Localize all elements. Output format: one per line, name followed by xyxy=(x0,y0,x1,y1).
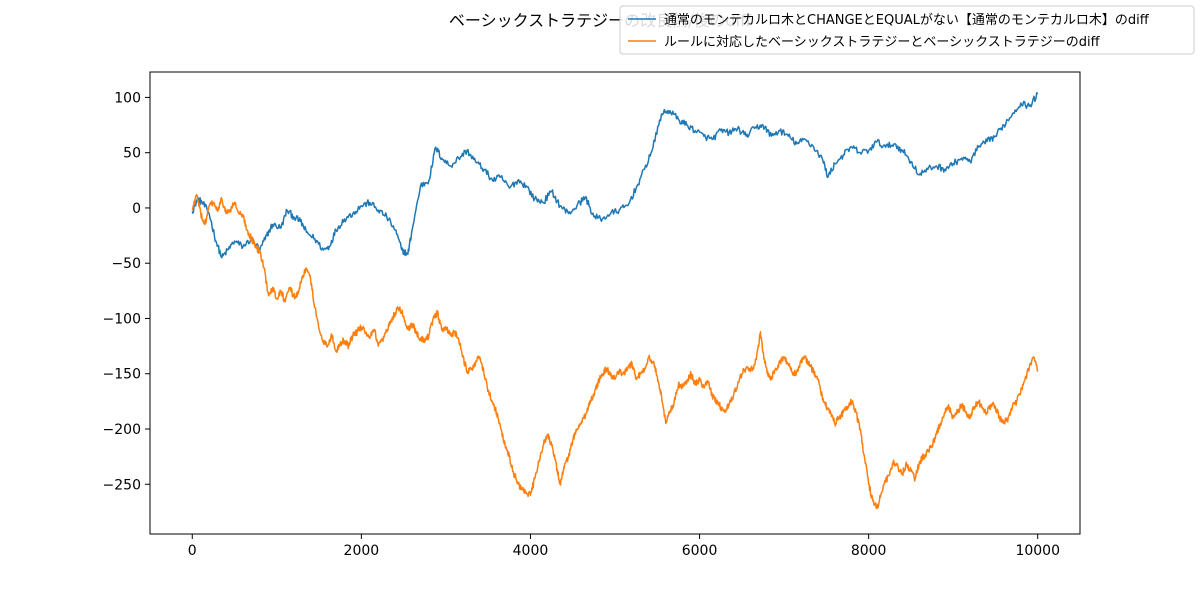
plot-background xyxy=(150,72,1080,534)
x-tick-label: 4000 xyxy=(513,543,549,559)
x-tick-label: 8000 xyxy=(851,543,887,559)
y-tick-label: −100 xyxy=(103,311,141,327)
y-tick-label: −50 xyxy=(111,256,141,272)
x-tick-label: 6000 xyxy=(682,543,718,559)
legend-box xyxy=(619,5,1195,55)
y-tick-label: −150 xyxy=(103,367,141,383)
y-tick-label: 100 xyxy=(114,90,141,106)
series-line-2 xyxy=(191,193,1039,510)
y-axis: 100 50 0 −50 −100 −150 −200 −250 xyxy=(103,90,150,493)
legend-label-1: 通常のモンテカルロ木とCHANGEとEQUALがない【通常のモンテカルロ木】のd… xyxy=(664,13,1150,28)
series-layer xyxy=(191,92,1039,510)
axes-frame xyxy=(149,71,1081,535)
x-axis: 0 2000 4000 6000 8000 10000 xyxy=(188,534,1060,559)
plot-area xyxy=(149,71,1081,535)
x-tick-label: 2000 xyxy=(344,543,380,559)
y-tick-label: 0 xyxy=(132,201,141,217)
x-tick-label: 10000 xyxy=(1015,543,1060,559)
y-tick-label: −200 xyxy=(103,422,141,438)
x-tick-label: 0 xyxy=(188,543,197,559)
y-tick-label: 50 xyxy=(123,146,141,162)
y-tick-label: −250 xyxy=(103,477,141,493)
series-line-1 xyxy=(191,92,1039,259)
legend-label-2: ルールに対応したベーシックストラテジーとベーシックストラテジーのdiff xyxy=(664,35,1101,50)
legend: 通常のモンテカルロ木とCHANGEとEQUALがない【通常のモンテカルロ木】のd… xyxy=(619,5,1195,55)
